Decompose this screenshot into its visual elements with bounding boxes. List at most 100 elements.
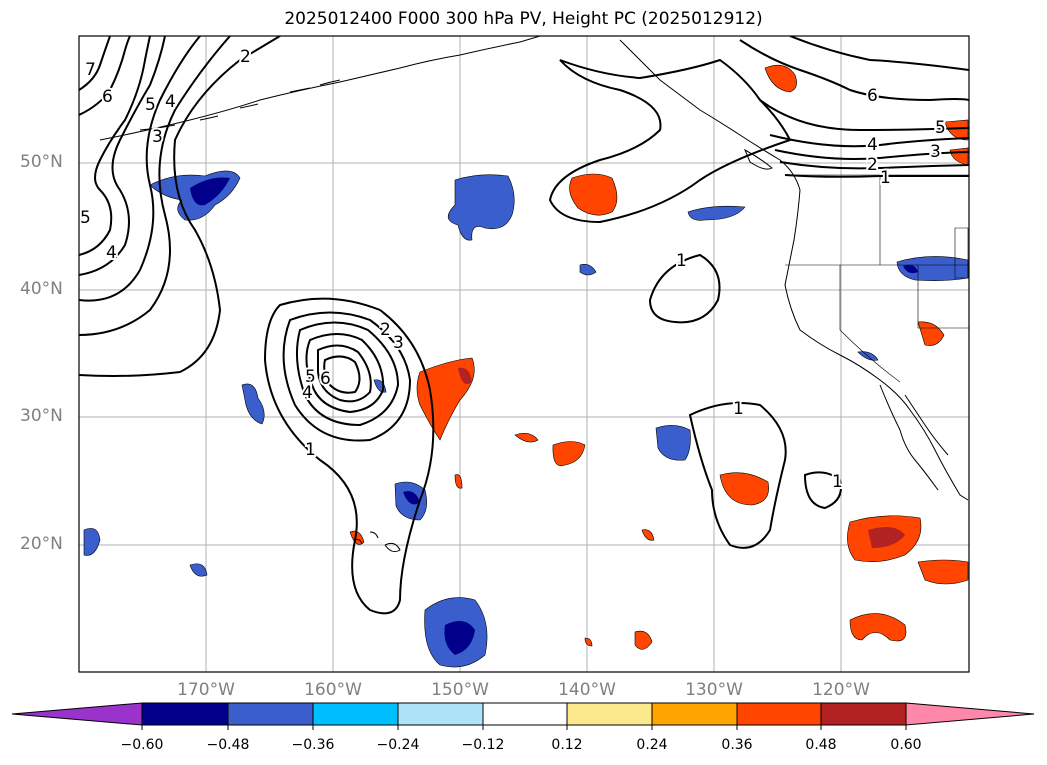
pv-pos-region <box>917 321 945 346</box>
pv-pos-region <box>416 357 475 441</box>
vancouver-island <box>743 148 773 170</box>
colorbar-segment <box>227 702 314 726</box>
contour-label: 1 <box>832 472 843 492</box>
colorbar-tick-label: 0.48 <box>805 737 837 753</box>
pv-pos-region <box>552 441 586 467</box>
lon-label: 120°W <box>812 680 870 700</box>
pv-pos-core <box>868 526 905 548</box>
contour-label: 5 <box>145 95 156 115</box>
contour-label: 3 <box>393 333 404 353</box>
contour-label: 1 <box>880 168 891 188</box>
contour-label: 2 <box>240 47 251 67</box>
colorbar-tick-label: −0.12 <box>461 737 505 753</box>
pv-pos-region <box>917 559 969 585</box>
contour-label: 6 <box>867 86 878 106</box>
colorbar-segment <box>482 702 568 726</box>
lon-label: 130°W <box>685 680 743 700</box>
colorbar-segment <box>820 702 907 726</box>
aleutian-islands <box>139 79 341 131</box>
contour-label: 1 <box>305 440 316 460</box>
lat-label: 20°N <box>20 534 63 554</box>
pv-neg-core <box>190 177 230 206</box>
colorbar-extend-high <box>905 702 1035 726</box>
contour-west-1 <box>79 36 281 377</box>
contour-east-5 <box>784 174 969 178</box>
colorbar-segment <box>566 702 653 726</box>
pv-pos-region <box>949 147 969 166</box>
pv-neg-region <box>241 383 265 425</box>
contour-label: 7 <box>85 60 96 80</box>
pv-pos-region <box>584 637 593 647</box>
contour-label: 2 <box>867 155 878 175</box>
lon-label: 140°W <box>558 680 616 700</box>
contour-low-5 <box>317 344 372 403</box>
lon-label: 170°W <box>177 680 235 700</box>
contour-high-3 <box>688 402 787 549</box>
contour-east-6 <box>739 39 969 102</box>
contour-high-4 <box>803 471 842 510</box>
contour-label: 6 <box>320 369 331 389</box>
pv-pos-region <box>849 613 907 642</box>
contour-label: 3 <box>930 142 941 162</box>
colorbar-extend-low <box>11 702 143 726</box>
map-title: 2025012400 F000 300 hPa PV, Height PC (2… <box>284 9 763 29</box>
contour-label: 4 <box>165 92 176 112</box>
contour-west-5 <box>79 36 151 256</box>
pv-neg-region <box>896 256 969 281</box>
pv-neg-region <box>83 528 101 556</box>
colorbar-segment <box>312 702 399 726</box>
contour-label: 4 <box>106 243 117 263</box>
pv-neg-region <box>373 379 387 393</box>
gridlines <box>79 36 969 672</box>
colorbar-segment <box>651 702 738 726</box>
contour-label: 5 <box>305 367 316 387</box>
contour-east-7 <box>789 36 969 71</box>
contour-high-2 <box>648 253 721 324</box>
colorbar-tick-label: −0.48 <box>206 737 250 753</box>
colorbar-tick-label: 0.24 <box>636 737 668 753</box>
contour-west-6 <box>79 36 131 116</box>
pv-pos-region <box>569 173 618 216</box>
colorbar-tick-label: 0.36 <box>721 737 753 753</box>
lat-label: 40°N <box>20 279 63 299</box>
colorbar-tick-label: −0.36 <box>291 737 335 753</box>
colorbar-segment <box>397 702 484 726</box>
contour-label: 5 <box>935 118 946 138</box>
colorbar-segment <box>141 702 229 726</box>
contour-east-2 <box>769 134 969 148</box>
contour-low-1 <box>263 297 435 615</box>
lon-label: 150°W <box>431 680 489 700</box>
contour-east-3 <box>774 149 969 160</box>
contour-label: 4 <box>302 383 313 403</box>
contour-label: 3 <box>152 127 163 147</box>
gulf-of-california <box>904 394 949 456</box>
colorbar-tick-label: −0.60 <box>120 737 164 753</box>
pv-pos-region <box>514 433 539 443</box>
height-contours <box>79 36 969 615</box>
pv-neg-region <box>579 264 597 276</box>
contour-west-4 <box>79 36 166 276</box>
pv-pos-region <box>719 472 769 506</box>
colorbar-tick-label: 0.60 <box>890 737 922 753</box>
colorbar-segment <box>736 702 822 726</box>
contour-high-1 <box>548 58 792 224</box>
pv-pos-region <box>764 64 797 93</box>
contour-label: 2 <box>380 320 391 340</box>
pv-neg-core <box>903 264 918 274</box>
pv-neg-core <box>403 491 420 505</box>
contour-label: 5 <box>80 208 91 228</box>
contour-low-3 <box>296 321 400 427</box>
contour-label: 4 <box>867 135 878 155</box>
contour-east-1 <box>759 99 969 132</box>
pv-pos-region <box>454 474 463 489</box>
pv-negative-fills <box>83 170 969 668</box>
colorbar-tick-label: −0.24 <box>376 737 420 753</box>
colorbar <box>11 702 1035 730</box>
contour-west-3 <box>79 36 201 302</box>
pv-neg-region <box>189 563 208 577</box>
contour-low-2 <box>282 311 412 442</box>
contour-label: 1 <box>733 399 744 419</box>
contour-label: 6 <box>102 87 113 107</box>
pv-neg-core <box>444 621 475 655</box>
